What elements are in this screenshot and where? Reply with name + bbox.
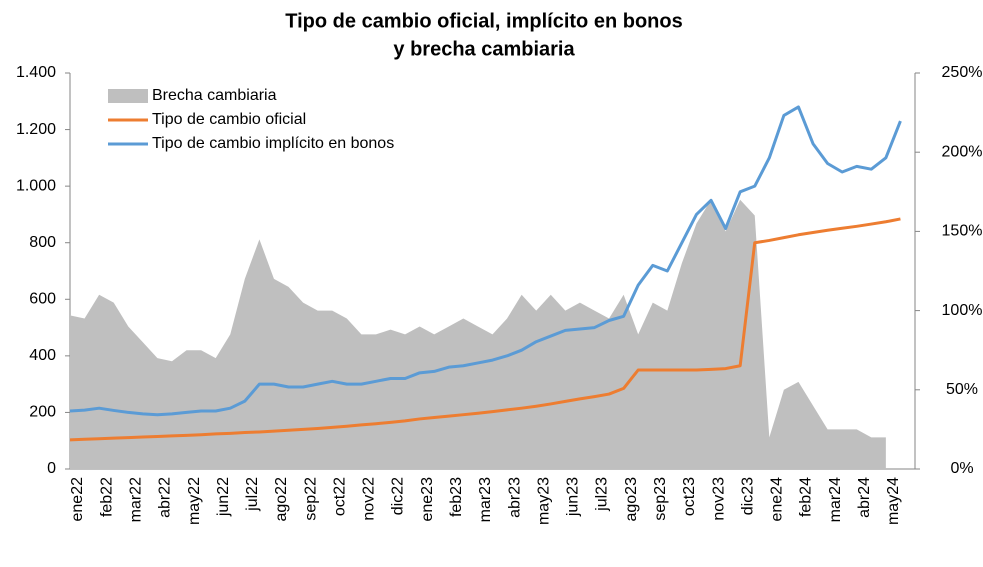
y-tick-label: 1.400	[16, 64, 56, 81]
legend-label: Brecha cambiaria	[152, 87, 277, 104]
y-tick-label: 0	[47, 460, 56, 477]
x-tick-label: feb23	[448, 477, 465, 517]
y-tick-label: 600	[29, 291, 56, 308]
x-tick-label: sep22	[302, 477, 319, 521]
y-tick-label: 200	[29, 404, 56, 421]
legend-swatch	[108, 89, 148, 103]
legend-label: Tipo de cambio implícito en bonos	[152, 135, 394, 152]
x-tick-label: abr22	[157, 477, 174, 518]
x-tick-label: jul23	[594, 477, 611, 512]
chart-title: y brecha cambiaria	[393, 38, 575, 60]
x-tick-label: feb24	[798, 477, 815, 517]
x-tick-label: ago23	[623, 477, 640, 522]
x-tick-label: ene22	[69, 477, 86, 522]
x-tick-label: nov23	[710, 477, 727, 521]
y-tick-label: 1.200	[16, 121, 56, 138]
x-tick-label: mar22	[127, 477, 144, 522]
x-tick-label: abr24	[856, 477, 873, 518]
chart-title: Tipo de cambio oficial, implícito en bon…	[285, 10, 682, 32]
y2-tick-label: 250%	[942, 64, 983, 81]
legend-label: Tipo de cambio oficial	[152, 111, 306, 128]
x-tick-label: dic23	[739, 477, 756, 515]
line	[69, 105, 902, 417]
x-tick-label: mar24	[827, 477, 844, 522]
line	[69, 217, 901, 442]
x-tick-label: ene24	[769, 477, 786, 522]
y2-tick-label: 0%	[950, 460, 973, 477]
y-tick-label: 400	[29, 347, 56, 364]
x-tick-label: mar23	[477, 477, 494, 522]
x-tick-label: may24	[885, 477, 902, 525]
x-tick-label: ago22	[273, 477, 290, 522]
y2-tick-label: 200%	[942, 143, 983, 160]
x-tick-label: jun22	[215, 477, 232, 517]
x-tick-label: may23	[535, 477, 552, 525]
x-tick-label: nov22	[361, 477, 378, 521]
x-tick-label: jun23	[565, 477, 582, 517]
y2-tick-label: 150%	[942, 223, 983, 240]
y-tick-label: 1.000	[16, 177, 56, 194]
x-tick-label: sep23	[652, 477, 669, 521]
x-tick-label: oct22	[331, 477, 348, 516]
x-tick-label: feb22	[98, 477, 115, 517]
x-tick-label: ene23	[419, 477, 436, 522]
x-tick-label: oct23	[681, 477, 698, 516]
y2-tick-label: 50%	[946, 381, 978, 398]
area	[70, 199, 886, 469]
y2-tick-label: 100%	[942, 302, 983, 319]
x-tick-label: abr23	[506, 477, 523, 518]
y-tick-label: 800	[29, 234, 56, 251]
x-tick-label: dic22	[390, 477, 407, 515]
x-tick-label: may22	[186, 477, 203, 525]
x-tick-label: jul22	[244, 477, 261, 512]
